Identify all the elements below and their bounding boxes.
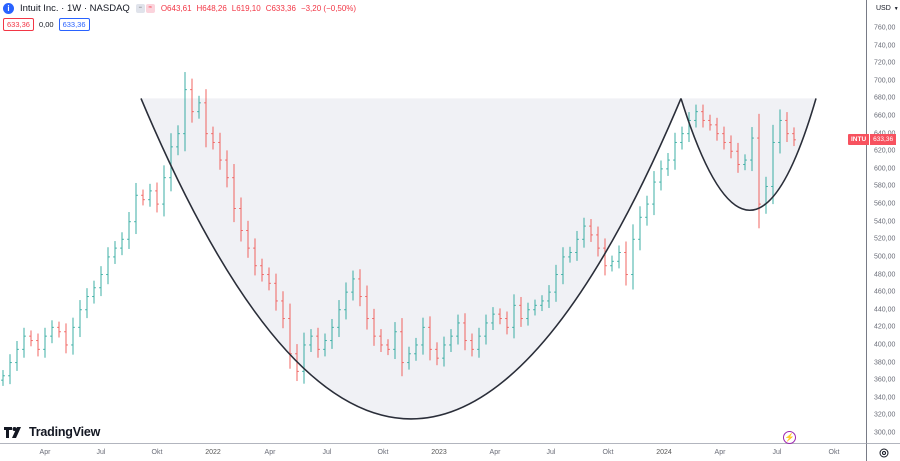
last-price-tag: INTU 633,36 — [848, 134, 897, 145]
bid-price-box[interactable]: 633,36 — [3, 18, 34, 31]
price-tick: 600,00 — [874, 165, 896, 173]
price-tick: 720,00 — [874, 59, 896, 67]
price-tick: 500,00 — [874, 253, 896, 261]
time-tick: 2023 — [431, 449, 447, 456]
time-tick: Jul — [772, 449, 782, 456]
time-tick: Apr — [39, 449, 51, 456]
high-label: H — [196, 4, 203, 13]
cup-curve[interactable] — [140, 98, 682, 420]
price-tick: 560,00 — [874, 200, 896, 208]
legend-toggle[interactable]: − ≈ — [135, 4, 155, 13]
chart-plot-area[interactable] — [0, 0, 866, 443]
time-tick: Apr — [264, 449, 276, 456]
collapse-icon[interactable]: − — [135, 4, 145, 13]
time-tick: Okt — [377, 449, 389, 456]
cup-handle-fill — [141, 98, 816, 419]
flash-event-icon[interactable]: ⚡ — [783, 431, 796, 444]
time-axis[interactable]: Apr Jul Okt 2022 Apr Jul Okt 2023 Apr Jul Okt 2024 A… — [0, 443, 866, 461]
price-tick: 420,00 — [874, 323, 896, 331]
price-tick: 580,00 — [874, 182, 896, 190]
close-label: C — [265, 4, 272, 13]
symbol-title[interactable]: Intuit Inc. · 1W · NASDAQ — [20, 3, 130, 14]
price-tick: 340,00 — [874, 394, 896, 402]
chevron-down-icon: ▼ — [893, 5, 899, 12]
price-tick: 300,00 — [874, 429, 896, 437]
tradingview-logo-text: TradingView — [29, 425, 101, 439]
currency-label: USD — [876, 5, 891, 12]
low-label: L — [231, 4, 237, 13]
last-price-symbol: INTU — [848, 134, 870, 145]
time-tick: Jul — [322, 449, 332, 456]
open-value: 643,61 — [167, 4, 192, 13]
wave-icon[interactable]: ≈ — [145, 4, 155, 13]
price-tick: 680,00 — [874, 94, 896, 102]
price-tick: 700,00 — [874, 77, 896, 85]
symbol-legend: i Intuit Inc. · 1W · NASDAQ − ≈ O643,61 … — [3, 3, 356, 14]
time-tick: Apr — [489, 449, 501, 456]
handle-curve[interactable] — [680, 98, 817, 211]
low-value: 619,10 — [236, 4, 261, 13]
price-chart-canvas[interactable] — [0, 0, 866, 443]
price-axis[interactable]: USD ▼ 760,00 740,00 720,00 700,00 680,00 660,… — [866, 0, 900, 443]
change-value: −3,20 (−0,50%) — [300, 4, 357, 13]
time-tick: 2024 — [656, 449, 672, 456]
high-value: 648,26 — [202, 4, 227, 13]
open-label: O — [160, 4, 168, 13]
close-value: 633,36 — [271, 4, 296, 13]
time-tick: Jul — [546, 449, 556, 456]
info-circle-icon[interactable]: i — [3, 3, 14, 14]
price-tick: 400,00 — [874, 341, 896, 349]
time-tick: Okt — [602, 449, 614, 456]
price-tick: 640,00 — [874, 130, 895, 137]
time-tick: 2022 — [205, 449, 221, 456]
tradingview-logo[interactable]: TradingView — [4, 425, 100, 439]
settings-target-icon — [879, 448, 888, 457]
axis-settings-button[interactable] — [866, 443, 900, 461]
price-tick: 440,00 — [874, 306, 896, 314]
ohlc-values: O643,61 H648,26 L619,10 C633,36 −3,20 (−… — [161, 4, 356, 13]
price-values-row: 633,36 0,00 633,36 — [3, 18, 90, 31]
price-tick: 740,00 — [874, 42, 896, 50]
tradingview-logo-icon — [4, 426, 21, 438]
price-tick: 460,00 — [874, 288, 896, 296]
time-tick: Jul — [96, 449, 106, 456]
price-tick: 360,00 — [874, 376, 896, 384]
ask-price-box[interactable]: 633,36 — [58, 18, 90, 31]
price-tick: 380,00 — [874, 359, 896, 367]
price-tick: 520,00 — [874, 235, 896, 243]
price-tick: 540,00 — [874, 218, 896, 226]
price-tick: 660,00 — [874, 112, 896, 120]
price-tick: 620,00 — [874, 147, 896, 155]
currency-selector[interactable]: USD ▼ — [876, 5, 899, 12]
last-price-value: 633,36 — [870, 134, 897, 145]
price-tick: 480,00 — [874, 271, 896, 279]
price-tick: 760,00 — [874, 24, 896, 32]
time-tick: Okt — [151, 449, 163, 456]
price-tick: 320,00 — [874, 411, 896, 419]
time-tick: Okt — [828, 449, 840, 456]
time-tick: Apr — [714, 449, 726, 456]
spread-value: 0,00 — [38, 20, 54, 29]
